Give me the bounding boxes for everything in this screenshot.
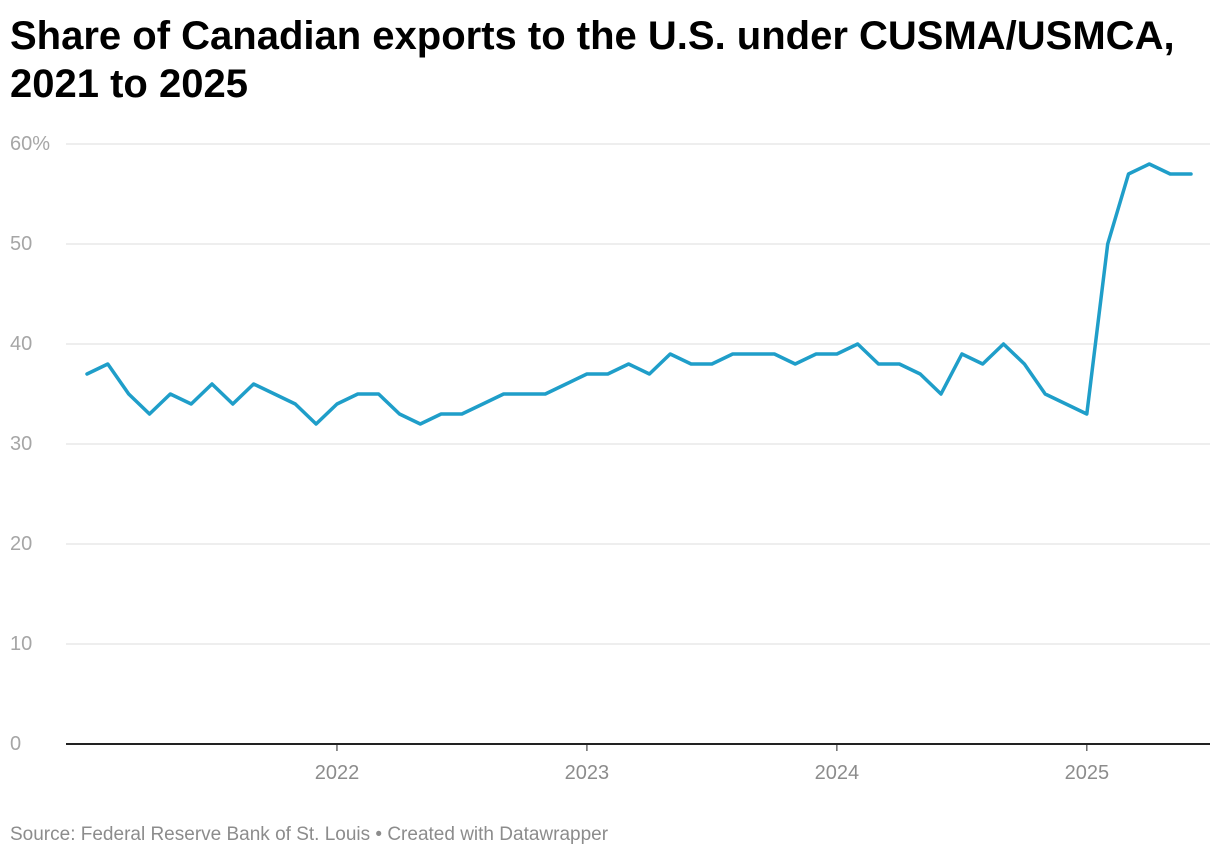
line-chart: 0 10 20 30 40 50 60% 2022 2023 2024 2025 <box>10 133 1210 784</box>
chart-title: Share of Canadian exports to the U.S. un… <box>10 14 1175 106</box>
series-line <box>85 162 1193 426</box>
y-tick-label-60: 60% <box>10 133 50 155</box>
y-tick-label-30: 30 <box>10 433 32 455</box>
y-tick-label-20: 20 <box>10 533 32 555</box>
y-axis-ticks: 0 10 20 30 40 50 60% <box>10 133 50 755</box>
x-axis-ticks: 2022 2023 2024 2025 <box>315 744 1109 784</box>
source-footer: Source: Federal Reserve Bank of St. Loui… <box>10 824 609 845</box>
y-tick-label-50: 50 <box>10 233 32 255</box>
x-tick-label-2025: 2025 <box>1065 762 1110 784</box>
y-tick-label-40: 40 <box>10 333 32 355</box>
x-tick-label-2024: 2024 <box>815 762 860 784</box>
series-line-group <box>85 162 1193 426</box>
gridlines <box>66 143 1210 745</box>
x-tick-label-2022: 2022 <box>315 762 360 784</box>
y-tick-label-0: 0 <box>10 733 21 755</box>
x-tick-label-2023: 2023 <box>565 762 610 784</box>
y-tick-label-10: 10 <box>10 633 32 655</box>
